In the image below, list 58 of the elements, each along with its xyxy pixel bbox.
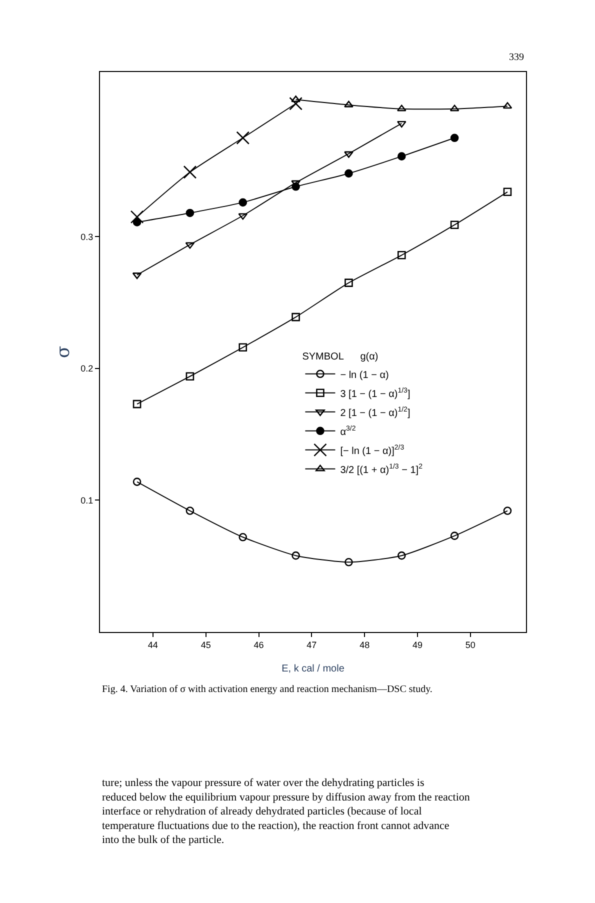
point: [186, 372, 194, 381]
point: [397, 551, 406, 560]
x-tick-label: 44: [148, 640, 158, 650]
y-tick-label: 0.1: [80, 495, 94, 506]
text: 339: [509, 52, 524, 63]
x-axis-title: E, k cal / mole: [282, 663, 345, 674]
x-tick-label: 49: [412, 640, 423, 650]
x-tick-label: 46: [254, 640, 264, 650]
point: [344, 278, 353, 287]
x-tick-label: 45: [200, 640, 211, 650]
point: [238, 198, 248, 207]
point: [238, 213, 248, 220]
point: [132, 400, 142, 408]
point: [236, 131, 250, 145]
point: [397, 251, 406, 260]
legend-title: SYMBOL g(α): [302, 351, 378, 362]
point: [397, 152, 406, 160]
legend-label: 2 [1 − (1 − α)$^{1/2}$]: [340, 406, 410, 419]
point: [238, 343, 248, 352]
y-axis-title: σ: [52, 346, 74, 358]
point: [186, 506, 194, 515]
point: [502, 102, 512, 109]
point: [396, 104, 406, 112]
point: [185, 242, 195, 249]
x-tick-label: 48: [360, 640, 370, 650]
y-tick-label: 0.2: [80, 364, 94, 374]
point: [344, 100, 354, 108]
legend-label: [− ln (1 − α)]$^{2/3}$: [340, 444, 404, 457]
point: [186, 208, 194, 218]
legend-label: α$^{3/2}$: [340, 424, 356, 438]
point: [450, 220, 459, 229]
point: [344, 558, 353, 566]
point: [503, 506, 512, 515]
point: [132, 478, 142, 486]
point: [503, 188, 512, 196]
legend-label: 3/2 [(1 + α)$^{1/3}$ − 1]$^{2}$: [340, 462, 423, 476]
point: [183, 165, 197, 179]
point: [238, 532, 248, 542]
point: [344, 169, 353, 178]
point: [132, 272, 142, 280]
point: [450, 532, 459, 540]
point: [396, 120, 406, 128]
x-tick-label: 50: [465, 640, 476, 650]
point: [292, 312, 300, 322]
point: [130, 210, 144, 224]
point: [292, 182, 300, 191]
legend-label: 3 [1 − (1 − α)$^{1/3}$]: [340, 386, 410, 400]
y-tick-label: 0.3: [80, 232, 94, 242]
x-tick-label: 47: [306, 640, 317, 650]
text: ture; unless the vapour pressure of water over the dehydrating particles is reduced below the equilibrium vapour pressure by diffusion away from the reaction interface or rehydration of already dehydrated particles (because of local temperature fluctuations due to the reaction), the reaction front cannot advance into the bulk of the particle.: [102, 777, 470, 846]
point: [450, 134, 459, 142]
point: [450, 104, 460, 112]
point: [344, 151, 354, 158]
caption: Fig. 4. Variation of σ with activation energy and reaction mechanism—DSC study.: [102, 684, 432, 695]
point: [289, 96, 302, 110]
legend-label: − ln (1 − α): [340, 370, 389, 381]
point: [291, 96, 300, 102]
point: [292, 551, 300, 560]
